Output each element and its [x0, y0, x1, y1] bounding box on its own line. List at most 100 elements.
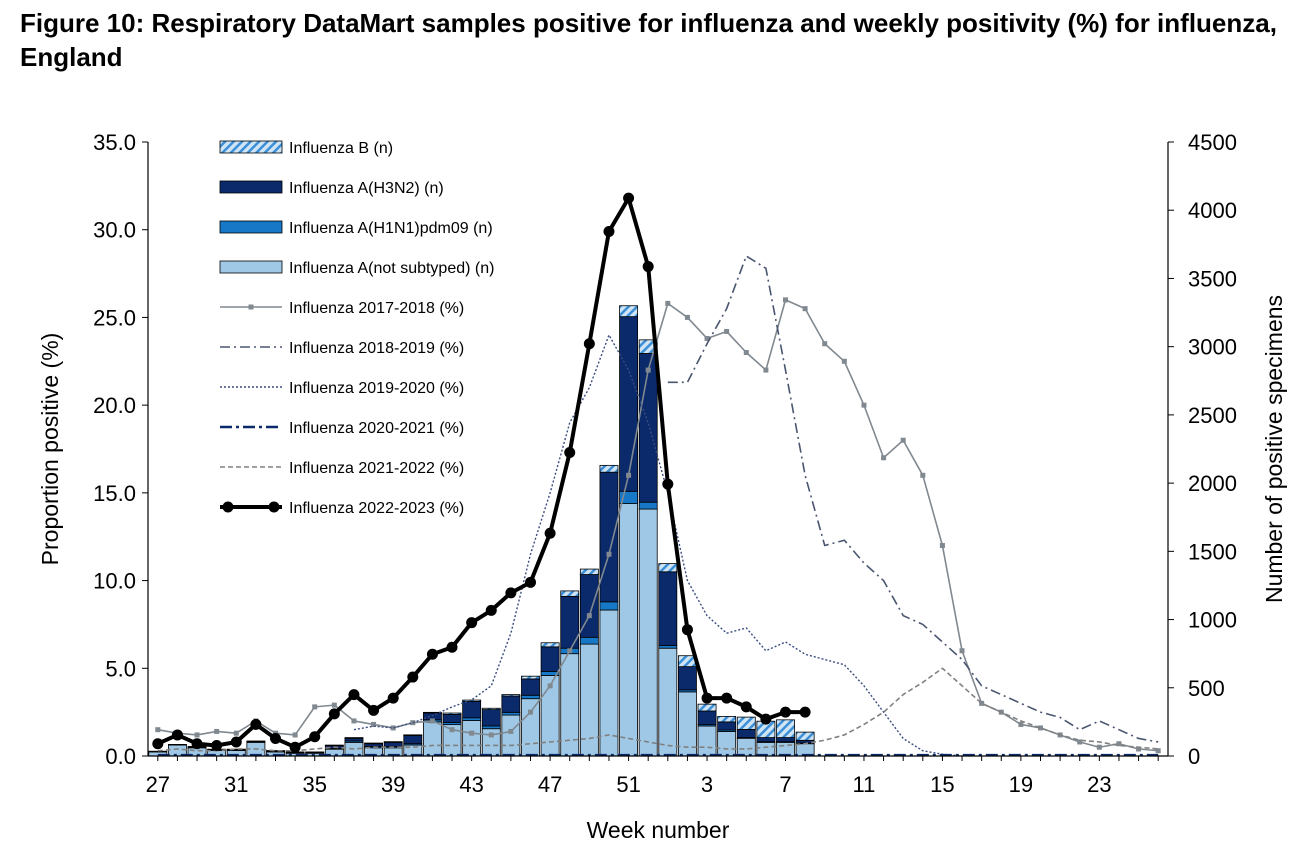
line-2017-2018-point: [1018, 721, 1024, 727]
x-tick-label: 19: [1009, 772, 1033, 797]
line-2022-2023-point: [623, 192, 635, 204]
legend-label: Influenza 2017-2018 (%): [289, 300, 464, 317]
line-2017-2018-point: [841, 358, 847, 364]
line-2017-2018-point: [1077, 739, 1083, 745]
line-2017-2018-point: [351, 718, 357, 724]
bar-h3n2: [776, 737, 795, 743]
bar-influenza-b: [403, 734, 423, 736]
bar-h1n1: [501, 711, 521, 716]
x-tick-label: 47: [538, 772, 562, 797]
y-tick-label-left: 10.0: [93, 569, 136, 594]
y-tick-label-left: 15.0: [93, 481, 136, 506]
bar-influenza-b: [481, 707, 501, 710]
bar-h1n1: [148, 750, 168, 753]
line-2017-2018-point: [920, 472, 926, 478]
legend-label: Influenza A(H3N2) (n): [289, 180, 444, 197]
line-2022-2023-point: [171, 729, 183, 741]
line-2022-2023-point: [780, 706, 791, 718]
bar-influenza-b: [383, 741, 403, 743]
bar-h3n2: [481, 709, 501, 727]
line-2017-2018-point: [214, 728, 220, 734]
bar-h1n1: [658, 645, 678, 649]
bar-h3n2: [540, 646, 560, 672]
line-2017-2018-point: [410, 720, 416, 726]
y-tick-label-right: 4000: [1188, 198, 1237, 223]
line-2022-2023-point: [230, 736, 242, 748]
line-2017-2018-point: [508, 728, 514, 734]
line-2017-2018-point: [155, 727, 161, 733]
line-2022-2023-point: [603, 225, 615, 237]
line-2017-2018-point: [1155, 748, 1161, 754]
line-2022-2023-point: [387, 692, 399, 704]
bar-a-not-subtyped: [521, 698, 540, 757]
bar-a-not-subtyped: [501, 714, 521, 757]
line-2017-2018-point: [429, 718, 435, 724]
bar-influenza-b: [560, 590, 580, 597]
line-2017-2018-point: [292, 732, 298, 738]
bar-influenza-b: [619, 305, 638, 318]
line-2017-2018-point: [547, 683, 553, 689]
line-2017-2018-point: [900, 437, 906, 443]
x-tick-label: 39: [381, 772, 405, 797]
line-2017-2018-point: [802, 306, 808, 312]
y-tick-label-right: 1000: [1188, 608, 1237, 633]
line-2022-2023-point: [426, 648, 438, 660]
line-2017-2018-point: [528, 709, 533, 715]
line-2017-2018-point: [684, 314, 690, 320]
bar-h3n2: [226, 748, 246, 751]
x-tick-label: 51: [616, 772, 640, 797]
bar-influenza-b: [717, 716, 737, 723]
y-tick-label-right: 3000: [1188, 335, 1237, 360]
bar-h3n2: [658, 571, 678, 646]
legend-label: Influenza 2020-2021 (%): [289, 420, 464, 437]
legend-marker: [222, 501, 234, 513]
bar-h3n2: [266, 750, 285, 752]
bar-influenza-b: [422, 711, 442, 714]
x-tick-label: 43: [459, 772, 483, 797]
line-2022-2023-point: [348, 689, 360, 701]
line-2017-2018-point: [331, 702, 337, 708]
y-tick-label-left: 30.0: [93, 218, 136, 243]
line-2022-2023-point: [564, 447, 576, 459]
line-2022-2023-point: [328, 708, 340, 720]
line-2022-2023-point: [270, 732, 281, 744]
legend-label: Influenza 2021-2022 (%): [289, 460, 464, 477]
bar-a-not-subtyped: [697, 725, 717, 757]
bar-h3n2: [756, 737, 776, 743]
line-2022-2023: [156, 196, 806, 750]
line-2017-2018-point: [665, 300, 671, 306]
bar-h3n2: [442, 713, 462, 723]
legend-marker: [248, 304, 254, 310]
line-2022-2023-point: [289, 741, 301, 753]
line-2022-2023-point: [544, 527, 556, 539]
line-2017-2018-point: [469, 730, 475, 736]
y-tick-label-right: 2500: [1188, 403, 1237, 428]
line-2022-2023-point: [152, 738, 164, 750]
y-axis-title-right: Number of positive specimens: [1261, 295, 1287, 603]
x-tick-label: 15: [930, 772, 954, 797]
line-2022-2023-point: [583, 338, 595, 350]
bar-h3n2: [697, 710, 717, 726]
line-2017-2018-point: [567, 648, 573, 654]
line-2022-2023-point: [250, 718, 262, 730]
bar-influenza-b: [776, 719, 795, 738]
y-tick-label-right: 0: [1188, 744, 1200, 769]
bar-h1n1: [481, 725, 501, 730]
bar-a-not-subtyped: [717, 731, 737, 757]
line-2017-2018-point: [1096, 744, 1102, 750]
line-2022-2023-point: [191, 738, 203, 750]
legend-swatch: [219, 180, 283, 194]
bar-influenza-b: [736, 716, 756, 730]
x-tick-label: 7: [779, 772, 791, 797]
line-2017-2018-point: [724, 328, 730, 334]
legend-label: Influenza 2019-2020 (%): [289, 380, 464, 397]
line-2017-2018-point: [371, 721, 377, 727]
line-2017-2018-point: [763, 367, 769, 373]
line-2017-2018-point: [822, 341, 828, 347]
bars-layer: [148, 305, 815, 757]
bar-influenza-b: [364, 742, 383, 745]
y-tick-label-left: 0.0: [105, 744, 136, 769]
bar-h3n2: [403, 735, 423, 745]
line-2017-2018-point: [1136, 746, 1142, 752]
